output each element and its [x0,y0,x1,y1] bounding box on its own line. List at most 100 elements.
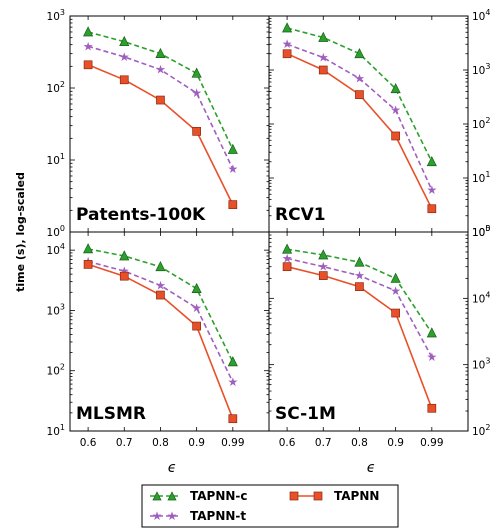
data-point-sc-1m-tapnn-0 [282,262,292,272]
x-tick-label-mlsmr-3: 0.9 [188,437,205,449]
plot-area: 100101102103★★★★★Patents-100K10010110210… [47,8,491,449]
legend-entry-tapnn-t: ★ ★ TAPNN-t [150,509,246,523]
x-tick-label-mlsmr-4: 0.99 [221,437,244,449]
x-tick-label-mlsmr-1: 0.7 [116,437,133,449]
panel-frame-mlsmr [69,231,270,432]
legend-entry-tapnn: TAPNN [289,489,379,503]
data-point-sc-1m-tapnn-t-3: ★ [390,284,401,298]
legend-marker-tapnn-square-icon-2 [313,491,323,501]
data-point-rcv1-tapnn-c-4 [426,155,437,167]
data-point-sc-1m-tapnn-t-4: ★ [426,350,437,364]
y-tick-label-sc-1m-1e4: 104 [472,290,490,305]
data-point-patents-100k-tapnn-0 [83,60,93,70]
data-point-patents-100k-tapnn-4 [228,200,238,209]
data-point-mlsmr-tapnn-4 [228,414,238,424]
legend-marker-tapnn-t-star-icon-2: ★ [167,509,178,523]
data-point-patents-100k-tapnn-c-4 [227,143,238,154]
x-tick-label-sc-1m-1: 0.7 [315,437,332,449]
y-tick-label-patents-100k-1e2: 102 [47,80,65,95]
x-tick-label-mlsmr-2: 0.8 [152,437,169,449]
y-tick-label-mlsmr-1e2: 102 [47,363,65,378]
data-point-sc-1m-tapnn-3 [391,308,400,318]
series-line-mlsmr-tapnn-t [87,260,234,383]
series-line-patents-100k-tapnn-t [87,45,234,170]
y-tick-label-patents-100k-1e3: 103 [47,8,65,23]
y-tick-label-sc-1m-1e5: 105 [472,224,490,239]
data-point-sc-1m-tapnn-c-4 [426,327,437,338]
data-point-mlsmr-tapnn-c-3 [191,282,202,293]
y-tick-label-sc-1m-1e3: 103 [472,357,490,372]
data-point-rcv1-tapnn-4 [427,204,437,214]
data-point-patents-100k-tapnn-t-4: ★ [227,162,238,176]
x-tick-label-sc-1m-3: 0.9 [387,437,404,449]
panel-title-sc-1m: SC-1M [275,404,336,424]
panel-title-rcv1: RCV1 [275,205,326,225]
data-point-sc-1m-tapnn-c-3 [390,272,401,283]
data-point-mlsmr-tapnn-t-2: ★ [155,278,166,292]
y-tick-label-rcv1-1e4: 104 [472,8,490,23]
panel-frame-sc-1m [268,231,469,432]
data-point-rcv1-tapnn-c-0 [282,22,293,33]
data-point-rcv1-tapnn-t-2: ★ [354,71,365,85]
data-point-patents-100k-tapnn-t-1: ★ [119,50,130,64]
y-tick-label-sc-1m-1e2: 102 [472,423,490,438]
data-point-sc-1m-tapnn-t-2: ★ [354,269,365,283]
y-axis-label: time (s), log-scaled [14,172,27,292]
data-point-patents-100k-tapnn-t-0: ★ [83,39,94,53]
legend-label-tapnn-c: TAPNN-c [190,489,248,503]
data-point-patents-100k-tapnn-c-2 [155,47,166,58]
x-tick-label-sc-1m-2: 0.8 [351,437,368,449]
data-point-sc-1m-tapnn-t-1: ★ [318,260,329,274]
series-line-rcv1-tapnn-t [286,43,433,191]
x-tick-label-mlsmr-0: 0.6 [80,437,97,449]
panel-frame-patents-100k [69,15,270,233]
y-tick-label-mlsmr-1e3: 103 [47,302,65,317]
data-point-sc-1m-tapnn-2 [355,282,364,292]
legend-marker-tapnn-c-triangle-icon [152,491,162,501]
data-point-sc-1m-tapnn-4 [427,403,437,413]
data-point-sc-1m-tapnn-c-0 [282,243,293,254]
data-point-rcv1-tapnn-1 [318,65,328,75]
data-point-rcv1-tapnn-t-0: ★ [282,37,293,51]
legend-entry-tapnn-c: TAPNN-c [150,489,248,503]
data-point-rcv1-tapnn-t-4: ★ [426,183,437,197]
legend-marker-tapnn-square-icon [289,491,299,501]
legend: TAPNN-c TAPNN ★ ★ TAPNN-t [141,484,399,528]
panel-rcv1: 100 101 102 103 104 ★ ★ ★ ★ ★ RCV1 [268,8,490,239]
data-point-mlsmr-tapnn-c-1 [119,250,130,261]
data-point-patents-100k-tapnn-c-0 [83,26,94,37]
series-line-patents-100k-tapnn [87,64,234,205]
legend-marker-tapnn-c-triangle-icon-2 [167,491,177,501]
data-point-patents-100k-tapnn-2 [156,95,165,105]
y-tick-label-rcv1-1e1: 101 [472,170,490,185]
data-point-rcv1-tapnn-t-1: ★ [318,51,329,65]
data-point-patents-100k-tapnn-t-2: ★ [155,63,166,77]
y-tick-label-mlsmr-1e4: 104 [47,242,65,257]
y-tick-label-patents-100k-1e1: 101 [47,152,65,167]
legend-label-tapnn: TAPNN [334,489,379,503]
data-point-sc-1m-tapnn-1 [318,271,328,280]
data-point-rcv1-tapnn-t-3: ★ [390,103,401,117]
data-point-sc-1m-tapnn-c-1 [318,249,329,260]
y-tick-label-patents-100k-1e0: 100 [47,224,65,239]
data-point-patents-100k-tapnn-1 [119,75,129,85]
data-point-mlsmr-tapnn-3 [192,321,201,331]
x-tick-label-sc-1m-4: 0.99 [420,437,443,449]
data-point-mlsmr-tapnn-t-4: ★ [227,375,238,389]
data-point-rcv1-tapnn-c-3 [390,82,401,94]
y-tick-label-rcv1-1e0: 100 [472,224,490,239]
data-point-mlsmr-tapnn-t-1: ★ [119,264,130,278]
data-point-rcv1-tapnn-3 [391,131,400,141]
data-point-mlsmr-tapnn-2 [156,290,165,300]
panel-sc-1m: 102 103 104 105 0.6 0.7 0.8 0.9 0.99 ★ ★ ★ ★ ★ SC-1M [268,224,490,449]
data-point-patents-100k-tapnn-t-3: ★ [191,86,202,100]
data-point-sc-1m-tapnn-t-0: ★ [282,251,293,265]
data-point-rcv1-tapnn-0 [282,49,292,59]
data-point-mlsmr-tapnn-0 [83,260,93,269]
x-axis-label-left: ϵ [168,460,177,476]
data-point-mlsmr-tapnn-c-2 [155,260,166,272]
y-tick-label-rcv1-1e2: 102 [472,116,490,131]
y-tick-label-mlsmr-1e1: 101 [47,423,65,438]
series-line-sc-1m-tapnn-t [286,257,433,358]
